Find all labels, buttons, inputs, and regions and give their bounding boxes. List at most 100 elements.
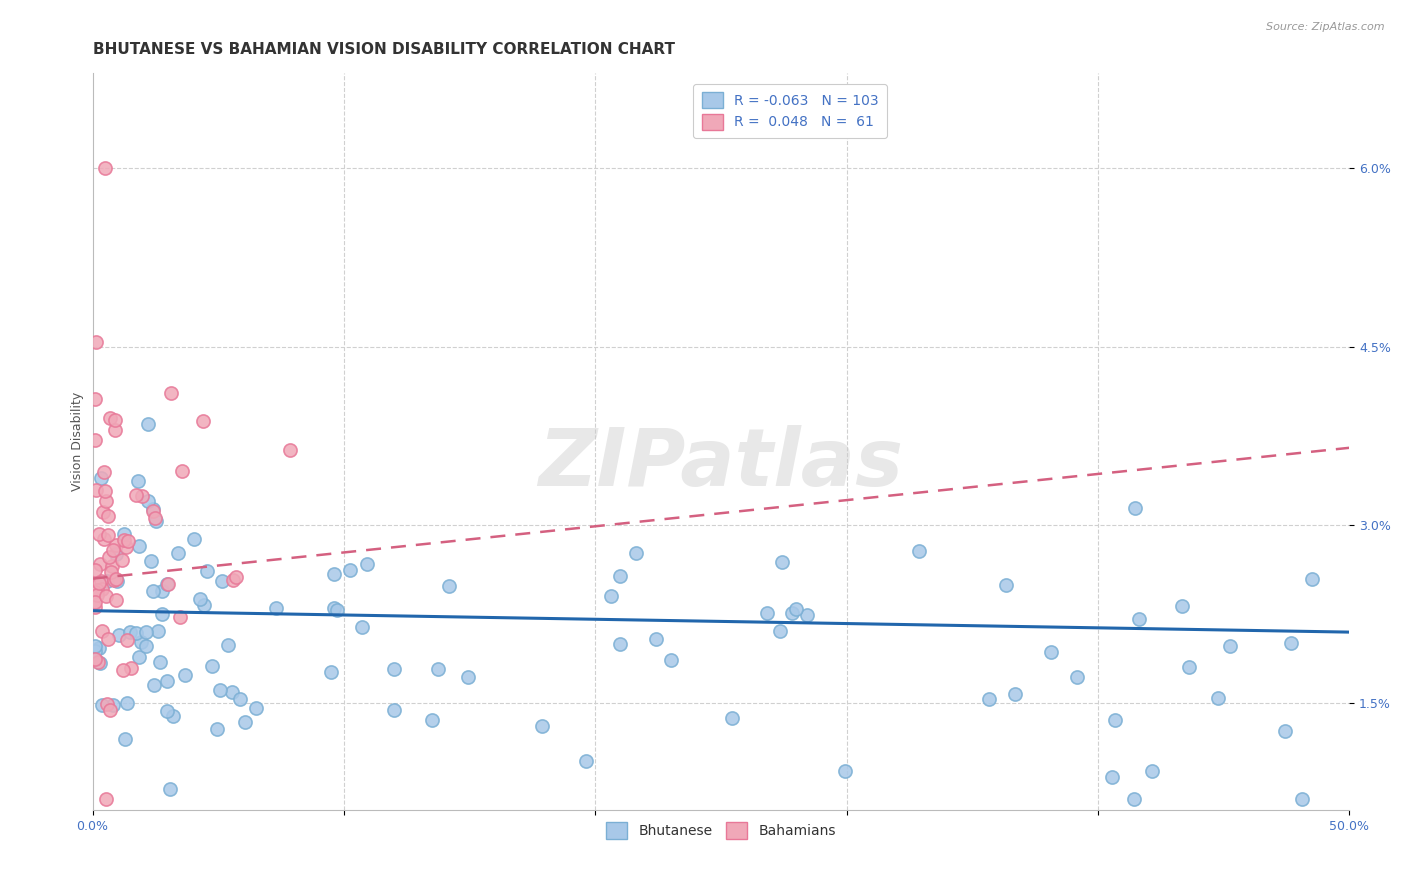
Point [145,514,167,528]
Text: Source: ZipAtlas.com: Source: ZipAtlas.com [1267,22,1385,32]
Point [1206,691,1229,706]
Point [89,526,111,541]
Point [93,483,115,498]
Point [143,677,166,691]
Point [222,574,245,588]
Point [86,583,108,598]
Point [159,782,181,797]
Point [135,639,157,653]
Point [323,601,346,615]
Point [94,161,117,176]
Point [127,474,149,488]
Point [201,659,224,673]
Point [117,533,139,548]
Point [229,691,252,706]
Point [128,650,150,665]
Point [91,698,114,712]
Point [104,547,127,561]
Point [1101,770,1123,784]
Point [138,494,160,508]
Point [105,574,128,589]
Point [84,644,107,658]
Point [98,550,121,565]
Point [1140,764,1163,779]
Point [755,606,778,620]
Point [100,566,122,580]
Point [142,504,165,518]
Point [782,606,804,620]
Point [156,576,179,591]
Point [112,526,135,541]
Point [150,584,173,599]
Point [834,764,856,779]
Point [104,572,127,586]
Point [139,554,162,568]
Point [117,632,139,647]
Point [87,655,110,669]
Point [156,577,179,591]
Point [211,574,233,589]
Point [100,703,122,717]
Point [152,607,174,621]
Text: BHUTANESE VS BAHAMIAN VISION DISABILITY CORRELATION CHART: BHUTANESE VS BAHAMIAN VISION DISABILITY … [93,42,675,57]
Point [772,555,794,569]
Point [98,411,121,425]
Point [136,417,159,431]
Point [170,465,193,479]
Point [609,569,631,583]
Point [94,791,117,805]
Point [84,599,107,614]
Point [104,423,127,437]
Point [125,626,148,640]
Point [1301,572,1323,586]
Point [103,543,125,558]
Point [89,576,111,591]
Point [1219,639,1241,653]
Point [193,598,215,612]
Point [84,652,107,666]
Point [1274,723,1296,738]
Point [114,732,136,747]
Point [382,703,405,717]
Point [217,638,239,652]
Point [356,557,378,571]
Point [1004,687,1026,701]
Point [84,392,107,406]
Point [659,653,682,667]
Point [167,546,190,560]
Point [188,592,211,607]
Point [319,665,342,679]
Point [195,564,218,578]
Point [97,508,120,523]
Point [112,663,135,677]
Point [575,754,598,768]
Point [115,696,138,710]
Point [233,714,256,729]
Point [1104,713,1126,727]
Point [112,533,135,547]
Point [89,640,111,655]
Point [143,511,166,525]
Point [120,661,142,675]
Point [90,471,112,485]
Point [1279,635,1302,649]
Point [173,668,195,682]
Point [125,488,148,502]
Point [785,601,807,615]
Legend: Bhutanese, Bahamians: Bhutanese, Bahamians [600,817,841,844]
Point [142,583,165,598]
Point [146,624,169,638]
Point [101,559,124,574]
Point [84,584,107,599]
Point [89,656,111,670]
Point [93,465,115,479]
Y-axis label: Vision Disability: Vision Disability [72,392,84,491]
Point [796,607,818,622]
Point [183,532,205,546]
Point [995,578,1018,592]
Point [96,697,118,711]
Point [108,627,131,641]
Point [169,610,191,624]
Point [90,582,112,596]
Point [84,433,107,447]
